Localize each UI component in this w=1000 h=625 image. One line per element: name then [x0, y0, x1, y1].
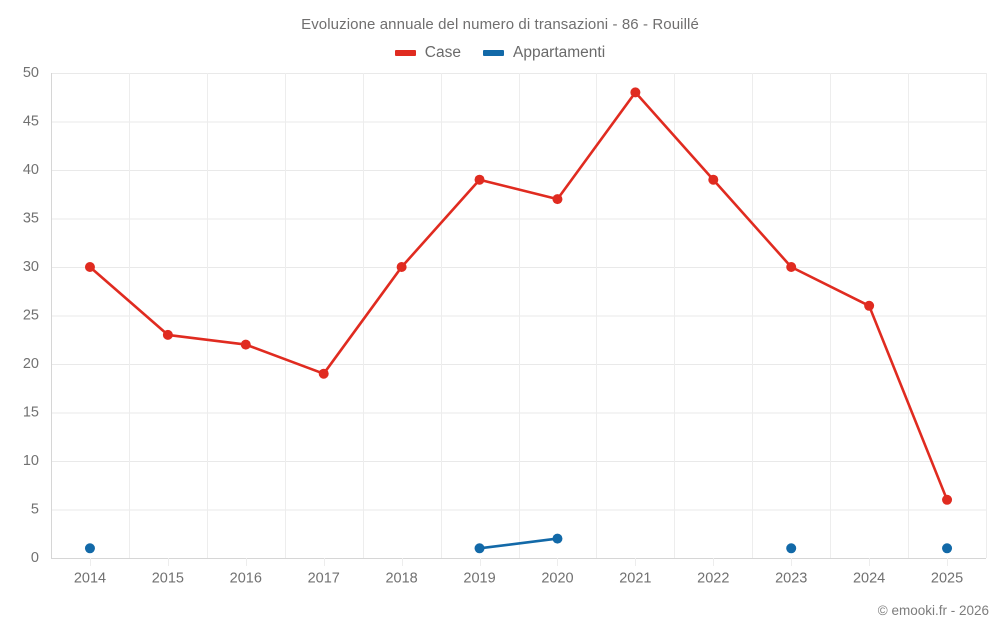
- data-point[interactable]: [396, 262, 407, 272]
- data-point[interactable]: [708, 174, 719, 185]
- x-axis-tick-label: 2018: [385, 571, 417, 587]
- data-point[interactable]: [942, 543, 953, 554]
- data-point[interactable]: [474, 543, 485, 554]
- legend-label-appartamenti: Appartamenti: [512, 44, 606, 61]
- x-axis-tick-label: 2022: [697, 571, 729, 587]
- data-point[interactable]: [786, 262, 797, 272]
- y-axis-tick-label: 30: [23, 259, 39, 275]
- x-axis-tick-label: 2025: [931, 571, 963, 587]
- data-point[interactable]: [240, 339, 251, 350]
- x-axis-tick-label: 2020: [541, 571, 573, 587]
- x-axis-tick-label: 2017: [308, 571, 340, 587]
- data-point[interactable]: [84, 262, 95, 272]
- y-axis-tick-label: 35: [23, 210, 39, 226]
- data-point[interactable]: [786, 543, 797, 554]
- x-axis-tick-label: 2023: [775, 571, 807, 587]
- series-line-appartamenti: [478, 537, 559, 550]
- x-axis-tick-label: 2016: [230, 571, 262, 587]
- y-axis-tick-label: 5: [31, 501, 39, 517]
- x-axis-tick-label: 2019: [463, 571, 495, 587]
- data-point[interactable]: [162, 329, 173, 340]
- x-axis-tick-label: 2014: [74, 571, 106, 587]
- y-axis-tick-label: 50: [23, 65, 39, 81]
- x-axis-tick-label: 2021: [619, 571, 651, 587]
- x-axis-tick-label: 2015: [152, 571, 184, 587]
- data-point[interactable]: [474, 174, 485, 185]
- x-axis-tick-label: 2024: [853, 571, 885, 587]
- y-axis-tick-label: 10: [23, 453, 39, 469]
- y-axis-tick-label: 40: [23, 162, 39, 178]
- data-point[interactable]: [864, 300, 875, 311]
- series-appartamenti: [84, 533, 953, 554]
- legend-label-case: Case: [424, 44, 461, 61]
- y-axis-tick-label: 15: [23, 404, 39, 420]
- data-point[interactable]: [84, 543, 95, 554]
- series-case: [84, 87, 953, 505]
- legend-item-case[interactable]: Case: [394, 44, 461, 62]
- legend-swatch-appartamenti: [482, 50, 504, 56]
- data-point[interactable]: [942, 494, 953, 505]
- y-axis-tick-label: 20: [23, 356, 39, 372]
- series-line-case: [88, 91, 949, 502]
- y-axis-tick-label: 25: [23, 307, 39, 323]
- data-point[interactable]: [552, 533, 563, 544]
- y-axis-tick-label: 45: [23, 113, 39, 129]
- copyright-credit: © emooki.fr - 2026: [877, 603, 989, 618]
- legend-swatch-case: [394, 50, 416, 56]
- data-point[interactable]: [630, 87, 641, 98]
- legend-item-appartamenti[interactable]: Appartamenti: [482, 44, 606, 62]
- chart-legend: Case Appartamenti: [0, 44, 1000, 62]
- y-axis-tick-label: 0: [31, 550, 39, 566]
- data-point[interactable]: [318, 368, 329, 379]
- data-point[interactable]: [552, 194, 563, 205]
- chart-title: Evoluzione annuale del numero di transaz…: [301, 16, 699, 33]
